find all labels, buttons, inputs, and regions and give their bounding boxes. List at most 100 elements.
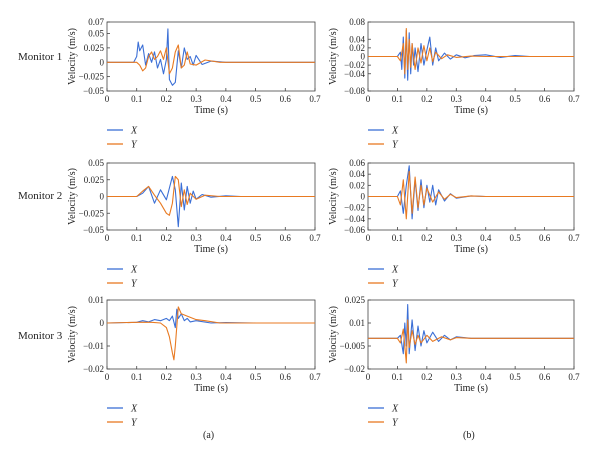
y-tick-label: 0.025 xyxy=(84,175,105,185)
x-tick-label: 0.2 xyxy=(421,372,432,382)
x-tick-label: 0.6 xyxy=(539,372,551,382)
x-tick-label: 0.2 xyxy=(421,94,432,104)
x-tick-label: 0 xyxy=(105,94,110,104)
x-tick-label: 0.6 xyxy=(280,94,292,104)
x-tick-label: 0.4 xyxy=(220,94,232,104)
x-tick-label: 0.1 xyxy=(131,233,142,243)
x-tick-label: 0.4 xyxy=(480,372,492,382)
y-tick-label: −0.025 xyxy=(79,72,105,82)
x-tick-label: 0.7 xyxy=(309,233,321,243)
series-x-line xyxy=(106,308,315,329)
x-tick-label: 0.6 xyxy=(280,372,292,382)
plot-3: 0 0.1 0.2 0.3 0.4 0.5 0.6 0.7 −0.05 −0.025 0 0.025 0… xyxy=(67,158,321,290)
y-axis-label: Velocity (m/s) xyxy=(67,168,78,225)
monitor-3-label: Monitor 3 xyxy=(18,330,63,342)
plot-2: 0 0.1 0.2 0.3 0.4 0.5 0.6 0.7−0.08−0.04−0.0200.… xyxy=(328,17,580,151)
y-tick-label: 0.07 xyxy=(88,17,104,27)
plot-5: 0 0.1 0.2 0.3 0.4 0.5 0.6 0.7 −0.02 −0.01 0 0.01 Tim… xyxy=(67,295,321,429)
x-tick-label: 0.3 xyxy=(191,94,203,104)
plot-1: 0 0.1 0.2 0.3 0.4 0.5 0.6 0.7 −0.05 −0.025 0 0.025 0… xyxy=(67,17,321,151)
y-tick-label: 0.025 xyxy=(345,295,366,305)
x-tick-label: 0.7 xyxy=(309,372,321,382)
y-tick-label: 0.01 xyxy=(88,295,104,305)
x-tick-label: 0.6 xyxy=(539,94,551,104)
y-tick-label: −0.08 xyxy=(344,86,365,96)
y-tick-label: −0.02 xyxy=(83,364,104,374)
x-tick-label: 0 xyxy=(366,233,371,243)
x-tick-label: 0.7 xyxy=(568,94,580,104)
x-tick-label: 0.7 xyxy=(568,372,580,382)
y-tick-label: −0.05 xyxy=(83,86,104,96)
x-tick-label: 0.2 xyxy=(161,94,172,104)
series-x-line xyxy=(368,304,574,355)
legend: XY xyxy=(107,404,138,429)
x-tick-label: 0.6 xyxy=(539,233,551,243)
x-tick-label: 0.4 xyxy=(220,233,232,243)
panel-label-b: (b) xyxy=(463,430,475,441)
x-tick-label: 0 xyxy=(105,372,110,382)
x-tick-label: 0.5 xyxy=(510,94,522,104)
plot-4: 0 0.1 0.2 0.3 0.4 0.5 0.6 0.7−0.06−0.04−0.0200.… xyxy=(328,158,580,290)
plot-frame xyxy=(106,21,316,92)
y-tick-label: 0.04 xyxy=(349,169,365,179)
x-tick-label: 0.2 xyxy=(421,233,432,243)
x-tick-label: 0.3 xyxy=(451,94,463,104)
monitor-1-label: Monitor 1 xyxy=(18,51,63,63)
series-y-line xyxy=(107,175,315,216)
legend-label-y: Y xyxy=(392,279,399,290)
x-tick-label: 0.5 xyxy=(250,372,262,382)
x-tick-label: 0.1 xyxy=(392,233,403,243)
series-y-line xyxy=(368,319,574,364)
x-tick-label: 0.1 xyxy=(131,94,142,104)
series-x-line xyxy=(107,28,315,86)
x-tick-label: 0.5 xyxy=(510,372,522,382)
series-y-line xyxy=(106,306,315,361)
series-x-line xyxy=(107,175,315,228)
x-tick-label: 0 xyxy=(105,233,110,243)
x-tick-label: 0.3 xyxy=(451,372,463,382)
legend-label-y: Y xyxy=(392,418,399,429)
x-tick-label: 0.4 xyxy=(220,372,232,382)
series-y-line xyxy=(107,44,315,75)
x-tick-label: 0.4 xyxy=(480,94,492,104)
x-axis-label: Time (s) xyxy=(454,383,488,394)
plot-frame xyxy=(106,299,316,370)
x-tick-label: 0.6 xyxy=(280,233,292,243)
x-tick-label: 0.7 xyxy=(309,94,321,104)
y-tick-label: 0.06 xyxy=(349,158,365,168)
y-tick-label: −0.025 xyxy=(79,208,105,218)
x-tick-label: 0.3 xyxy=(191,233,203,243)
legend-label-y: Y xyxy=(131,279,138,290)
legend-label-x: X xyxy=(391,126,399,137)
legend: XY xyxy=(107,126,138,151)
y-tick-label: 0.05 xyxy=(88,158,104,168)
series-y-line xyxy=(368,27,574,75)
x-tick-label: 0.1 xyxy=(392,94,403,104)
legend-label-x: X xyxy=(130,265,138,276)
series-y-line xyxy=(368,170,574,220)
x-tick-label: 0.3 xyxy=(451,233,463,243)
legend-label-x: X xyxy=(130,404,138,415)
legend-label-y: Y xyxy=(131,418,138,429)
y-tick-label: 0.01 xyxy=(349,318,365,328)
y-tick-label: 0.04 xyxy=(349,34,365,44)
x-tick-label: 0.2 xyxy=(161,372,172,382)
y-tick-label: 0 xyxy=(100,318,105,328)
legend-label-y: Y xyxy=(392,140,399,151)
plot-frame xyxy=(367,299,575,370)
y-axis-label: Velocity (m/s) xyxy=(67,28,78,85)
y-tick-label: 0 xyxy=(100,57,105,67)
x-tick-label: 0.5 xyxy=(250,94,262,104)
y-tick-label: 0 xyxy=(361,192,366,202)
y-tick-label: −0.02 xyxy=(344,364,365,374)
x-tick-label: 0.5 xyxy=(250,233,262,243)
y-tick-label: −0.06 xyxy=(344,225,365,235)
y-axis-label: Velocity (m/s) xyxy=(328,28,339,85)
x-tick-label: 0.3 xyxy=(191,372,203,382)
y-tick-label: −0.02 xyxy=(344,60,365,70)
legend-label-y: Y xyxy=(131,140,138,151)
legend-label-x: X xyxy=(130,126,138,137)
panel-label-a: (a) xyxy=(203,430,215,441)
